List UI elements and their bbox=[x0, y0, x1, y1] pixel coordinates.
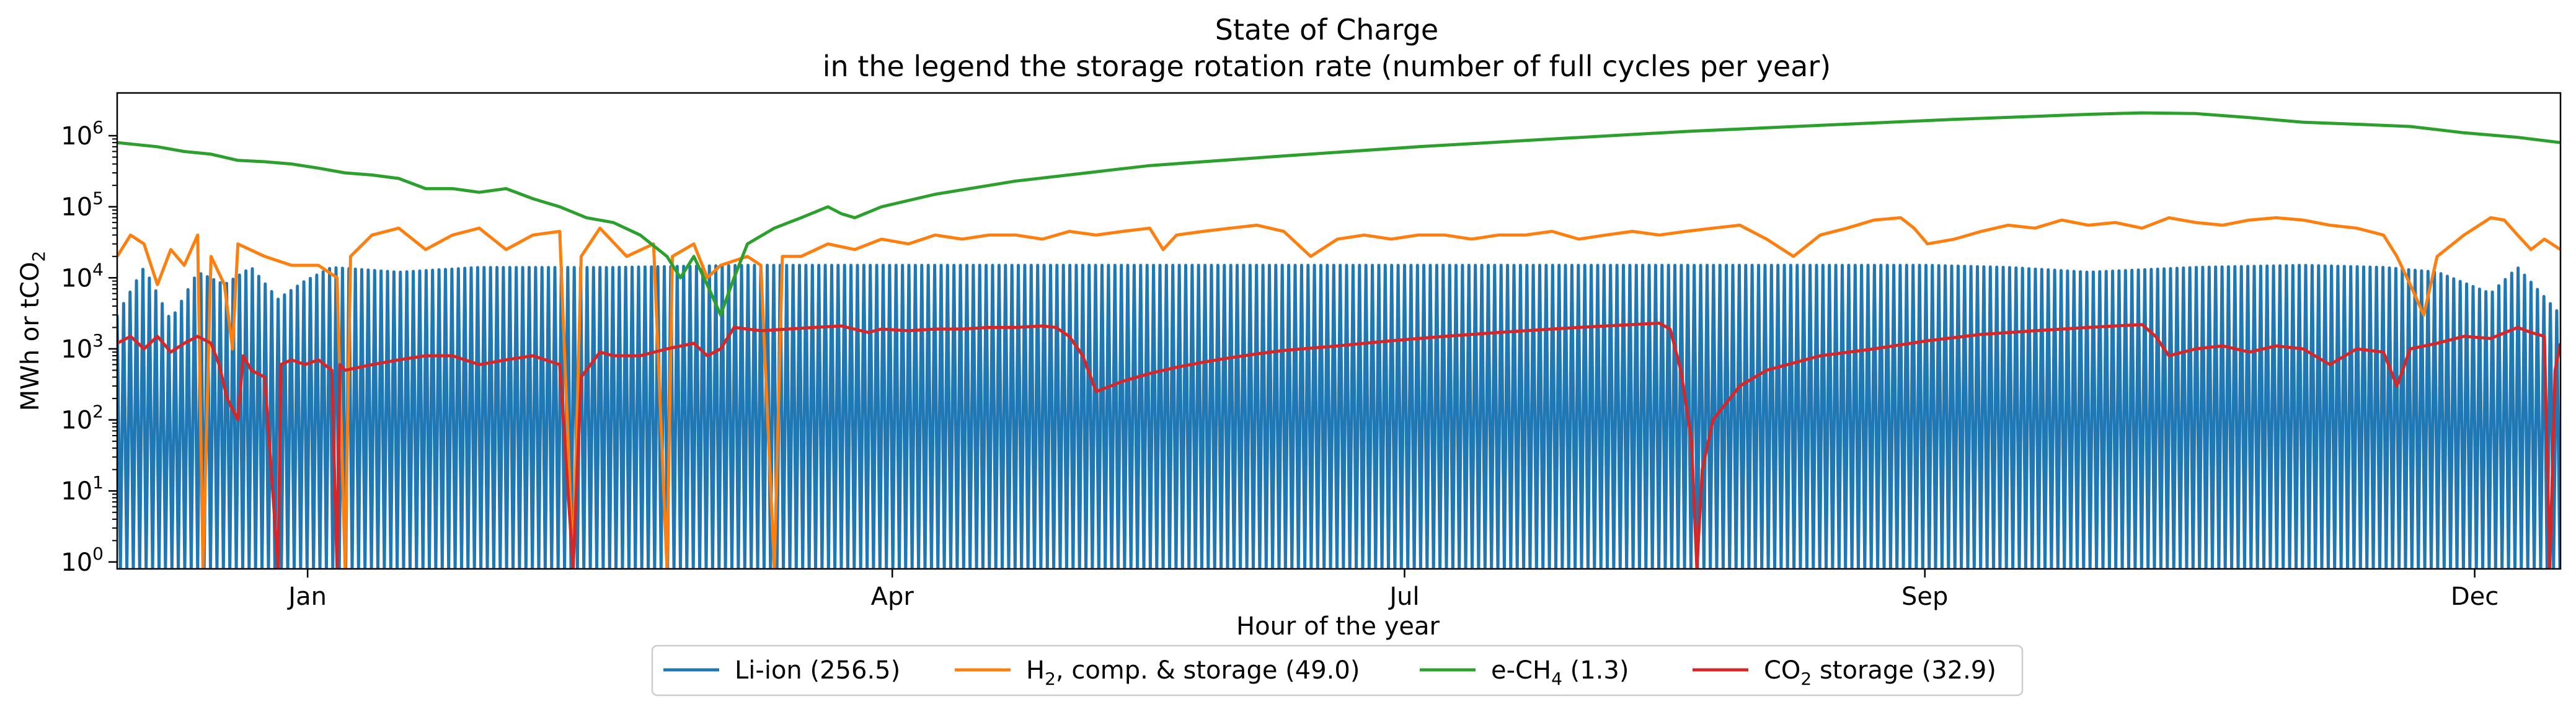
y-tick-base: 10 bbox=[61, 548, 92, 577]
y-tick-exponent: 1 bbox=[92, 472, 104, 493]
x-tick-label: Sep bbox=[1901, 582, 1948, 611]
y-tick-label: 106 bbox=[61, 117, 104, 151]
x-tick-label: Jul bbox=[1388, 582, 1419, 611]
y-tick-exponent: 0 bbox=[92, 543, 104, 564]
x-tick-label: Dec bbox=[2451, 582, 2499, 611]
series-layer bbox=[117, 111, 2561, 569]
x-axis: Jan Apr Jul Sep Dec bbox=[286, 569, 2499, 611]
legend-label: H2, comp. & storage (49.0) bbox=[1026, 656, 1360, 689]
y-axis-label-main: MWh or tCO bbox=[16, 262, 45, 411]
series-line-2 bbox=[117, 111, 2561, 317]
y-tick-label: 103 bbox=[61, 330, 104, 364]
y-tick-label: 100 bbox=[61, 543, 104, 577]
x-tick-label: Apr bbox=[871, 582, 914, 611]
y-tick-exponent: 6 bbox=[92, 117, 104, 138]
y-tick-exponent: 3 bbox=[92, 330, 104, 351]
y-axis-label-subscript: 2 bbox=[29, 251, 49, 262]
y-tick-label: 101 bbox=[61, 472, 104, 506]
y-tick-base: 10 bbox=[61, 193, 92, 222]
y-tick-exponent: 2 bbox=[92, 402, 104, 422]
series-line-1 bbox=[117, 216, 2561, 569]
legend: Li-ion (256.5) H2, comp. & storage (49.0)… bbox=[651, 644, 2024, 697]
y-tick-base: 10 bbox=[61, 122, 92, 151]
legend-label: e-CH4 (1.3) bbox=[1491, 656, 1629, 689]
series-line-3 bbox=[117, 322, 2561, 569]
y-axis-label: MWh or tCO2 bbox=[16, 251, 49, 411]
y-tick-label: 105 bbox=[61, 188, 104, 222]
y-tick-label: 102 bbox=[61, 402, 104, 435]
legend-entry: H2, comp. & storage (49.0) bbox=[955, 656, 1360, 689]
y-tick-label: 104 bbox=[61, 259, 104, 292]
legend-box bbox=[651, 644, 2024, 697]
chart-subtitle: in the legend the storage rotation rate … bbox=[823, 50, 1831, 83]
y-tick-base: 10 bbox=[61, 407, 92, 435]
legend-entry: CO2 storage (32.9) bbox=[1693, 656, 1996, 689]
y-tick-base: 10 bbox=[61, 477, 92, 506]
series-line-0 bbox=[117, 263, 2561, 569]
y-tick-exponent: 5 bbox=[92, 188, 104, 209]
legend-entry: Li-ion (256.5) bbox=[663, 656, 900, 685]
plot-frame bbox=[116, 92, 2562, 570]
chart-title: State of Charge bbox=[1215, 13, 1438, 46]
legend-label: CO2 storage (32.9) bbox=[1764, 656, 1996, 689]
y-tick-base: 10 bbox=[61, 335, 92, 364]
x-tick-label: Jan bbox=[286, 582, 327, 611]
x-axis-label: Hour of the year bbox=[1236, 612, 1440, 641]
y-tick-exponent: 4 bbox=[92, 259, 104, 279]
y-tick-base: 10 bbox=[61, 264, 92, 292]
legend-entry: e-CH4 (1.3) bbox=[1420, 656, 1629, 689]
legend-label: Li-ion (256.5) bbox=[735, 656, 900, 685]
